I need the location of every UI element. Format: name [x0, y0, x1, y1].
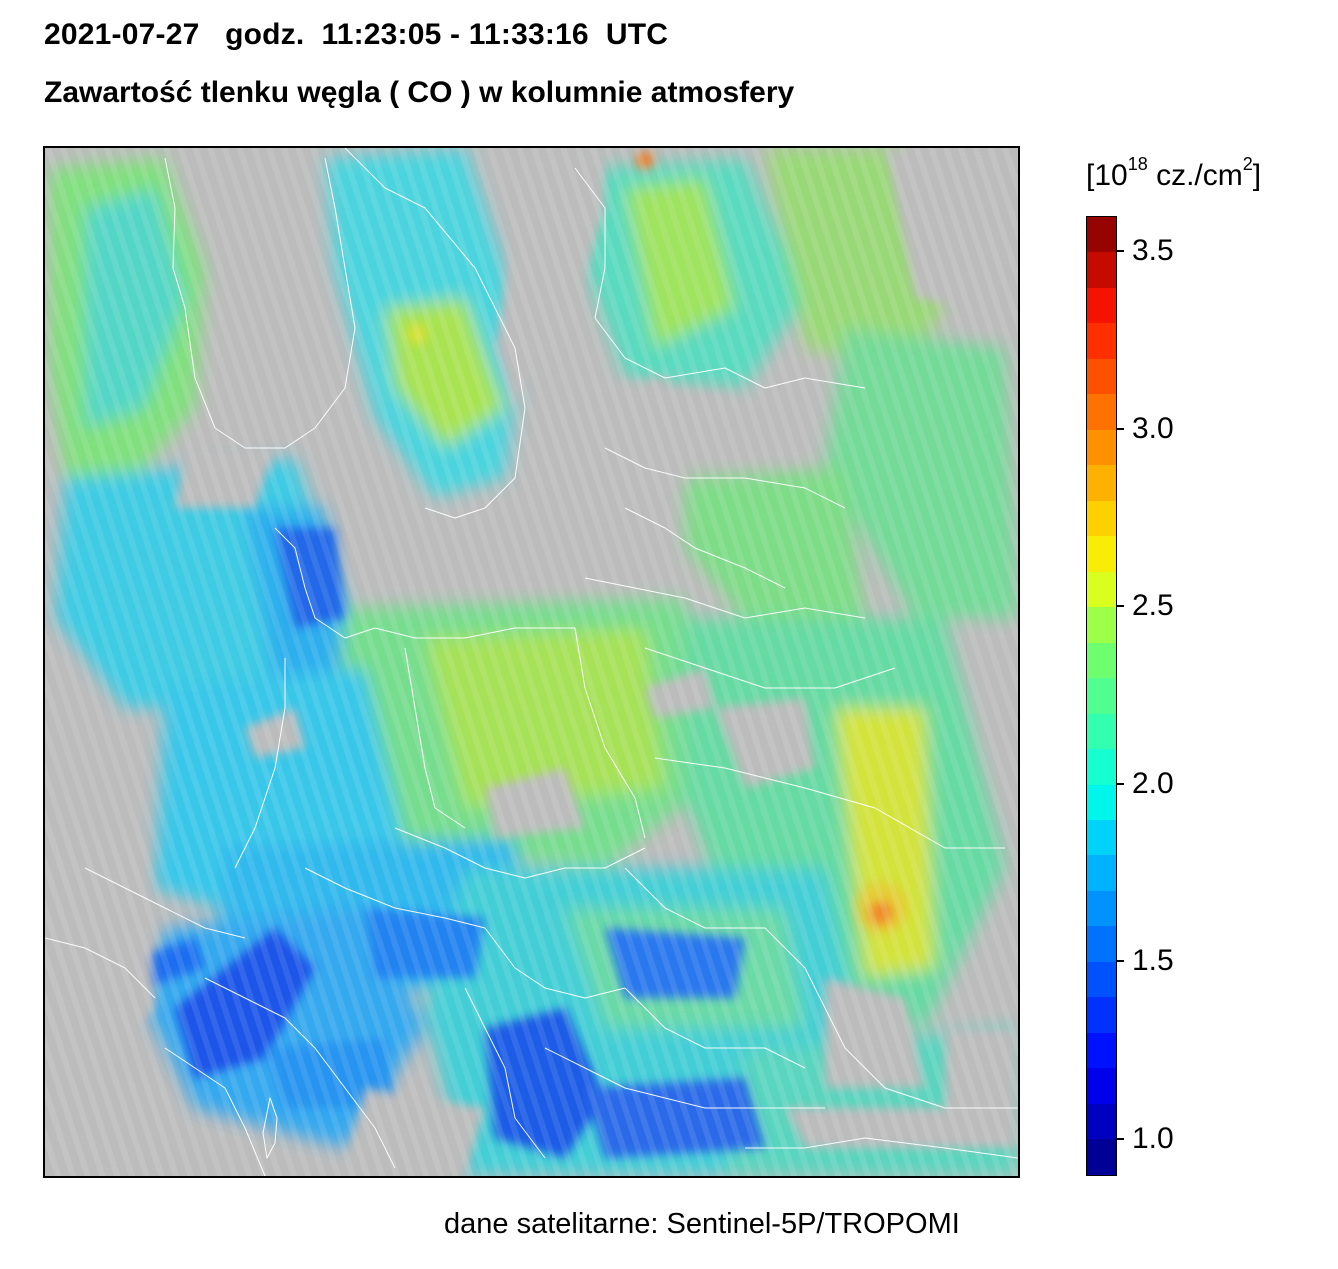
colorbar-tick-label: 1.5: [1132, 944, 1174, 978]
colorbar-step: [1087, 961, 1116, 998]
colorbar-step: [1087, 890, 1116, 927]
colorbar-step: [1087, 819, 1116, 856]
colorbar-step: [1087, 287, 1116, 324]
colorbar-step: [1087, 1139, 1116, 1175]
colorbar-tick-mark: [1116, 605, 1124, 608]
colorbar-step: [1087, 1032, 1116, 1069]
colorbar-step: [1087, 429, 1116, 466]
unit-exponent-2: 2: [1242, 154, 1253, 174]
unit-exponent: 18: [1127, 154, 1148, 174]
colorbar-step: [1087, 465, 1116, 501]
unit-text: cz./cm: [1147, 159, 1243, 192]
colorbar-tick-label: 3.5: [1132, 234, 1174, 268]
unit-suffix: ]: [1252, 159, 1262, 192]
title-date-time: 2021-07-27 godz. 11:23:05 - 11:33:16 UTC: [44, 18, 668, 52]
colorbar-step: [1087, 358, 1116, 395]
data-source-text: dane satelitarne: Sentinel-5P/TROPOMI: [444, 1208, 960, 1240]
timezone-text: UTC: [605, 18, 669, 51]
colorbar-tick-label: 2.0: [1132, 766, 1174, 800]
map-title: Zawartość tlenku węgla ( CO ) w kolumnie…: [44, 76, 795, 109]
colorbar: [1086, 216, 1117, 1176]
colorbar-tick-mark: [1116, 1137, 1124, 1140]
colorbar-step: [1087, 536, 1116, 572]
swath-stripes: [45, 148, 1018, 1176]
colorbar-step: [1087, 571, 1116, 608]
colorbar-step: [1087, 394, 1116, 430]
colorbar-step: [1087, 217, 1116, 253]
colorbar-step: [1087, 926, 1116, 962]
colorbar-step: [1087, 784, 1116, 820]
colorbar-step: [1087, 500, 1116, 537]
time-label: godz.: [225, 18, 305, 51]
colorbar-step: [1087, 749, 1116, 785]
colorbar-unit-label: [1018 cz./cm2]: [1086, 154, 1262, 193]
colorbar-tick-mark: [1116, 782, 1124, 785]
date-text: 2021-07-27: [44, 18, 200, 51]
colorbar-step: [1087, 997, 1116, 1033]
colorbar-tick-mark: [1116, 250, 1124, 253]
unit-prefix: [10: [1086, 159, 1128, 192]
time-range-text: 11:23:05 - 11:33:16: [321, 18, 589, 51]
colorbar-step: [1087, 607, 1116, 643]
colorbar-step: [1087, 1068, 1116, 1104]
colorbar-step: [1087, 252, 1116, 288]
colorbar-step: [1087, 323, 1116, 359]
colorbar-tick-mark: [1116, 960, 1124, 963]
colorbar-step: [1087, 642, 1116, 679]
colorbar-step: [1087, 713, 1116, 750]
colorbar-step: [1087, 1103, 1116, 1140]
colorbar-step: [1087, 678, 1116, 714]
colorbar-step: [1087, 855, 1116, 891]
country-borders: [45, 148, 1018, 1176]
co-column-map: [43, 146, 1020, 1178]
colorbar-tick-mark: [1116, 427, 1124, 430]
colorbar-tick-label: 2.5: [1132, 589, 1174, 623]
map-svg: [45, 148, 1018, 1176]
colorbar-tick-label: 1.0: [1132, 1121, 1174, 1155]
colorbar-tick-label: 3.0: [1132, 411, 1174, 445]
